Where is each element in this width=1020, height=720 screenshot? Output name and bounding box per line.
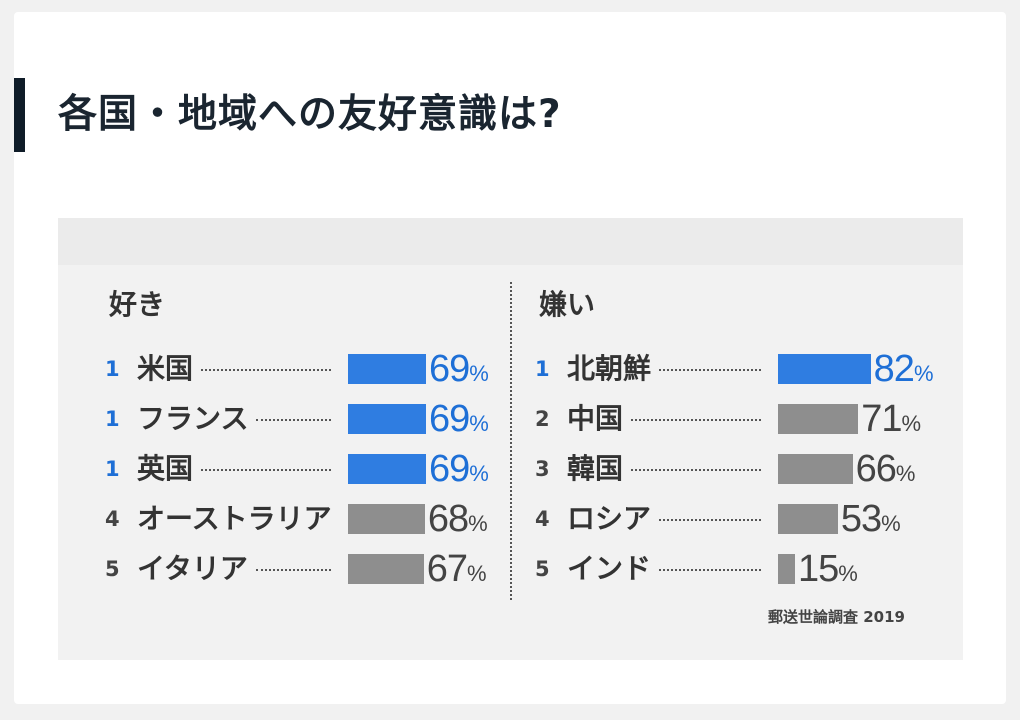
column-divider xyxy=(510,282,512,600)
leader-dots xyxy=(659,369,761,371)
rank-label: 5 xyxy=(105,557,120,581)
value-label: 68% xyxy=(428,499,488,539)
bar-row: 1 北朝鮮 82% xyxy=(535,348,955,390)
bar-row: 4 ロシア 53% xyxy=(535,498,955,540)
category-label: ロシア xyxy=(567,502,652,535)
rank-label: 5 xyxy=(535,557,550,581)
value-number: 69 xyxy=(428,448,470,490)
value-unit: % xyxy=(881,511,901,536)
rank-label: 1 xyxy=(105,357,120,381)
chart-panel: 好き 1 米国 69% 1 フランス 69% 1 英国 69% 4 オーストラリア 68% 5 イタリア 6… xyxy=(58,218,963,660)
rank-label: 1 xyxy=(105,407,120,431)
leader-dots xyxy=(659,569,761,571)
value-label: 15% xyxy=(798,549,858,589)
value-unit: % xyxy=(469,361,489,386)
source-note: 郵送世論調査 2019 xyxy=(768,608,905,626)
dislike-heading: 嫌い xyxy=(539,288,596,321)
bar-row: 4 オーストラリア 68% xyxy=(105,498,525,540)
value-number: 66 xyxy=(855,448,897,490)
leader-dots xyxy=(201,369,331,371)
leader-dots xyxy=(631,419,761,421)
bar-row: 1 英国 69% xyxy=(105,448,525,490)
value-unit: % xyxy=(466,561,487,586)
bar xyxy=(778,404,859,434)
value-unit: % xyxy=(469,461,489,486)
category-label: オーストラリア xyxy=(137,502,332,535)
panel-header-band xyxy=(58,218,963,265)
category-label: インド xyxy=(567,552,652,585)
value-unit: % xyxy=(913,361,934,386)
bar-row: 5 インド 15% xyxy=(535,548,955,590)
value-number: 71 xyxy=(861,398,902,440)
bar xyxy=(348,454,426,484)
bar xyxy=(348,354,426,384)
page-title: 各国・地域への友好意識は? xyxy=(58,92,562,137)
rank-label: 1 xyxy=(535,357,550,381)
value-label: 71% xyxy=(861,399,921,439)
category-label: 中国 xyxy=(567,402,624,435)
rank-label: 1 xyxy=(105,457,120,481)
leader-dots xyxy=(201,469,331,471)
category-label: フランス xyxy=(137,402,249,435)
title-accent-bar xyxy=(14,78,25,152)
category-label: 米国 xyxy=(137,352,194,385)
value-number: 69 xyxy=(428,398,470,440)
value-label: 69% xyxy=(429,349,489,389)
value-unit: % xyxy=(469,411,489,436)
bar xyxy=(778,554,795,584)
value-label: 69% xyxy=(429,399,489,439)
value-label: 53% xyxy=(841,499,901,539)
bar-row: 3 韓国 66% xyxy=(535,448,955,490)
value-number: 67 xyxy=(426,548,468,590)
bar xyxy=(778,354,871,384)
value-label: 66% xyxy=(856,449,916,489)
category-label: 北朝鮮 xyxy=(567,352,652,385)
value-number: 15 xyxy=(797,548,839,590)
category-label: イタリア xyxy=(137,552,248,585)
bar xyxy=(778,504,838,534)
value-number: 82 xyxy=(873,348,915,390)
leader-dots xyxy=(631,469,761,471)
value-unit: % xyxy=(895,461,916,486)
category-label: 英国 xyxy=(137,452,194,485)
value-number: 69 xyxy=(428,348,470,390)
bar-row: 5 イタリア 67% xyxy=(105,548,525,590)
rank-label: 4 xyxy=(105,507,120,531)
category-label: 韓国 xyxy=(567,452,624,485)
value-number: 68 xyxy=(427,498,469,540)
rank-label: 3 xyxy=(535,457,550,481)
leader-dots xyxy=(659,519,761,521)
bar-row: 2 中国 71% xyxy=(535,398,955,440)
value-unit: % xyxy=(901,411,922,436)
value-label: 69% xyxy=(429,449,489,489)
bar xyxy=(348,404,426,434)
bar xyxy=(778,454,853,484)
bar-row: 1 米国 69% xyxy=(105,348,525,390)
rank-label: 4 xyxy=(535,507,550,531)
value-unit: % xyxy=(838,561,858,586)
like-heading: 好き xyxy=(109,288,166,321)
bar xyxy=(348,554,424,584)
value-number: 53 xyxy=(840,498,882,540)
bar-row: 1 フランス 69% xyxy=(105,398,525,440)
rank-label: 2 xyxy=(535,407,550,431)
leader-dots xyxy=(256,419,331,421)
value-label: 67% xyxy=(427,549,487,589)
value-unit: % xyxy=(468,511,488,536)
value-label: 82% xyxy=(874,349,934,389)
bar xyxy=(348,504,425,534)
leader-dots xyxy=(256,569,331,571)
